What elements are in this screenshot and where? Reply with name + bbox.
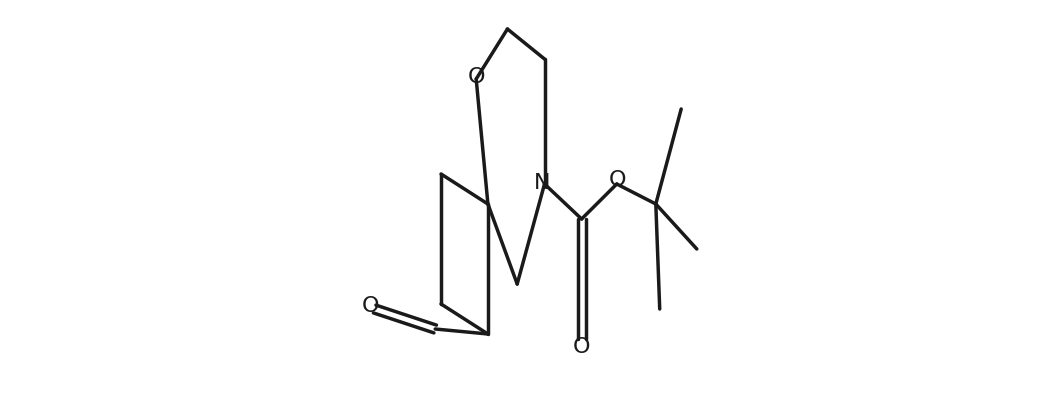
- Text: O: O: [467, 67, 485, 87]
- Text: N: N: [534, 173, 550, 193]
- Text: O: O: [609, 170, 627, 190]
- Text: O: O: [362, 295, 379, 315]
- Text: O: O: [573, 337, 590, 357]
